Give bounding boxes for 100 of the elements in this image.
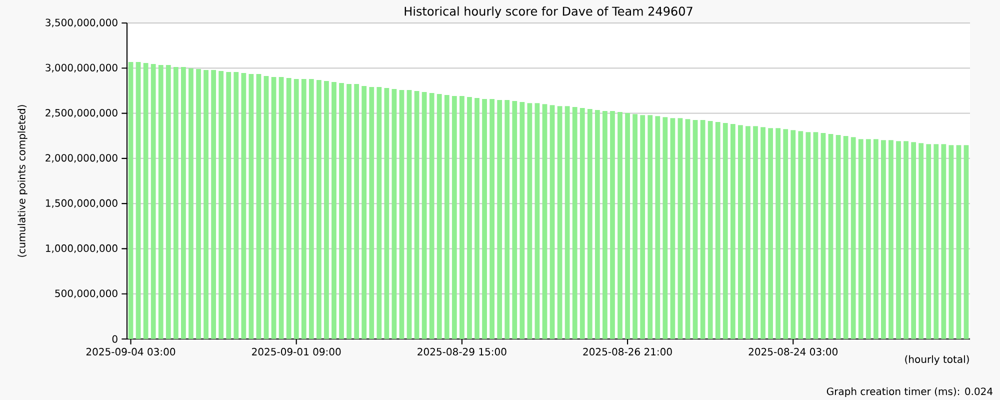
bar bbox=[362, 86, 367, 339]
y-tick-label: 2,000,000,000 bbox=[46, 154, 118, 163]
bar bbox=[602, 111, 608, 339]
bar bbox=[354, 84, 360, 339]
chart-title: Historical hourly score for Dave of Team 249607 bbox=[404, 6, 692, 18]
bar bbox=[482, 99, 487, 339]
bar bbox=[655, 116, 660, 339]
bar bbox=[948, 145, 954, 339]
bar bbox=[324, 81, 329, 339]
bar bbox=[301, 78, 306, 339]
bar bbox=[618, 112, 622, 339]
y-tick-label: 1,500,000,000 bbox=[46, 199, 118, 208]
bar bbox=[256, 74, 262, 339]
bar bbox=[873, 139, 878, 339]
bar bbox=[941, 144, 946, 339]
bar bbox=[429, 92, 434, 339]
bar bbox=[632, 114, 638, 339]
bar bbox=[715, 122, 720, 339]
bar bbox=[467, 97, 472, 339]
x-tick-label: 2025-08-26 21:00 bbox=[583, 348, 672, 356]
y-axis-title: (cumulative points completed) bbox=[18, 105, 28, 257]
bar bbox=[746, 126, 750, 339]
bar bbox=[136, 62, 141, 339]
bar bbox=[248, 74, 254, 339]
bar bbox=[843, 136, 848, 339]
bar bbox=[820, 133, 826, 339]
text: Graph creation timer (ms): 0.024 bbox=[826, 387, 992, 398]
bar bbox=[964, 145, 969, 339]
bar bbox=[166, 64, 171, 339]
x-tick-label: 2025-09-04 03:00 bbox=[86, 348, 176, 356]
bar bbox=[399, 90, 404, 339]
bar bbox=[226, 72, 232, 339]
y-tick-label: 2,500,000,000 bbox=[46, 108, 118, 118]
bar bbox=[414, 90, 420, 339]
x-tick-label: 2025-08-29 15:00 bbox=[418, 348, 506, 356]
bar bbox=[332, 82, 336, 339]
bar bbox=[858, 139, 864, 339]
bar bbox=[678, 118, 683, 339]
bar bbox=[436, 94, 442, 339]
bar bbox=[294, 78, 299, 339]
bar bbox=[783, 129, 788, 339]
y-tick-label: 1,000,000,000 bbox=[46, 244, 118, 254]
bar bbox=[444, 95, 450, 339]
bar bbox=[474, 98, 480, 339]
bar bbox=[150, 64, 156, 339]
bar bbox=[926, 144, 932, 339]
bar bbox=[158, 64, 164, 339]
bar bbox=[384, 88, 390, 339]
bar bbox=[700, 120, 706, 339]
bar bbox=[850, 137, 856, 339]
bar bbox=[218, 70, 224, 339]
bar bbox=[640, 115, 646, 339]
bar bbox=[806, 132, 811, 339]
bar bbox=[911, 142, 916, 339]
bar bbox=[196, 68, 201, 339]
bar bbox=[670, 118, 676, 339]
bar bbox=[836, 135, 841, 339]
bar bbox=[881, 140, 886, 339]
bar bbox=[587, 109, 592, 339]
bar bbox=[722, 123, 728, 339]
bar bbox=[564, 106, 570, 339]
bar bbox=[625, 113, 630, 339]
bar bbox=[504, 100, 510, 339]
bar bbox=[866, 139, 871, 339]
y-tick-label: 500,000,000 bbox=[55, 290, 118, 298]
bar bbox=[527, 103, 532, 339]
bar bbox=[339, 83, 344, 339]
bar bbox=[730, 124, 736, 339]
bar bbox=[610, 111, 615, 339]
bar bbox=[490, 99, 494, 339]
bar bbox=[316, 80, 322, 339]
bar bbox=[790, 130, 796, 339]
bar bbox=[738, 125, 743, 339]
bar bbox=[278, 76, 284, 339]
bar bbox=[828, 134, 834, 339]
bar bbox=[376, 87, 382, 339]
text: (hourly total) bbox=[905, 355, 969, 365]
bar bbox=[934, 144, 939, 339]
bar bbox=[181, 66, 186, 339]
bar bbox=[776, 128, 781, 339]
bar bbox=[128, 62, 134, 339]
bar bbox=[369, 87, 374, 339]
bar bbox=[271, 76, 276, 339]
bar bbox=[188, 68, 194, 339]
bar bbox=[497, 100, 502, 339]
bar bbox=[572, 107, 578, 339]
bar bbox=[896, 141, 901, 339]
bar bbox=[452, 96, 457, 339]
bar bbox=[768, 128, 773, 339]
bar bbox=[904, 141, 908, 339]
bar bbox=[662, 117, 668, 339]
bar bbox=[813, 132, 818, 339]
bar bbox=[594, 110, 600, 339]
bar bbox=[956, 145, 962, 339]
bar bbox=[406, 90, 412, 339]
bar bbox=[211, 70, 216, 339]
bar bbox=[760, 127, 766, 339]
bar bbox=[708, 121, 713, 339]
bar bbox=[346, 84, 352, 339]
bar bbox=[204, 70, 208, 339]
